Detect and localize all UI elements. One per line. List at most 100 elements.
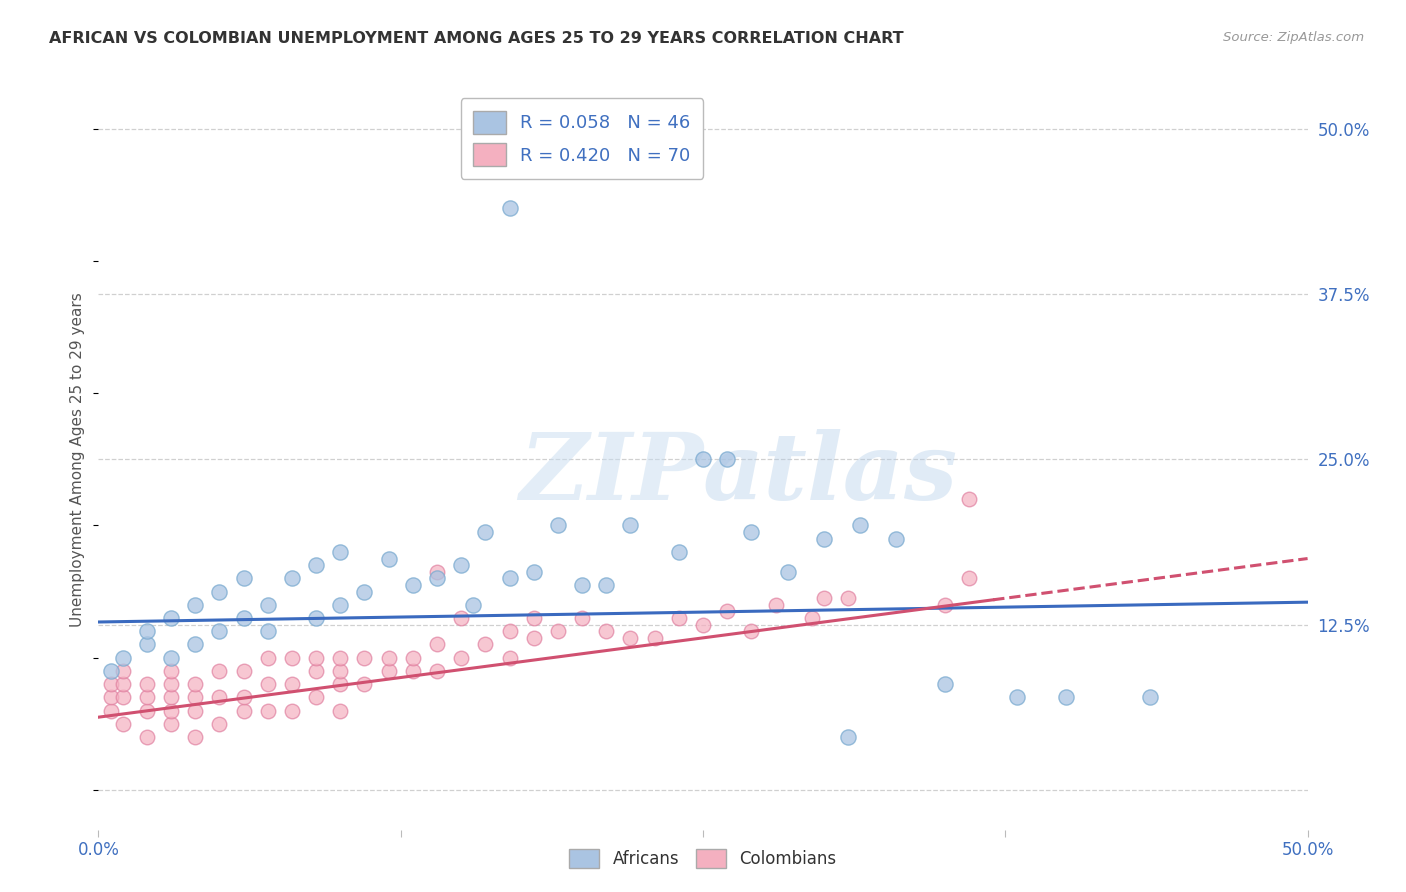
Point xyxy=(305,558,328,573)
Point xyxy=(740,624,762,639)
Point xyxy=(571,611,593,625)
Point xyxy=(353,677,375,691)
Point xyxy=(498,650,520,665)
Point xyxy=(111,650,134,665)
Point xyxy=(498,571,520,585)
Point xyxy=(450,611,472,625)
Point xyxy=(934,598,956,612)
Point xyxy=(184,637,207,651)
Point xyxy=(232,704,254,718)
Point xyxy=(256,704,278,718)
Point xyxy=(256,624,278,639)
Point xyxy=(329,704,352,718)
Point xyxy=(957,571,980,585)
Point xyxy=(232,664,254,678)
Point xyxy=(619,631,641,645)
Point xyxy=(160,611,183,625)
Point xyxy=(281,677,304,691)
Point xyxy=(100,690,122,705)
Point xyxy=(160,704,183,718)
Point xyxy=(1054,690,1077,705)
Point xyxy=(377,650,399,665)
Point xyxy=(547,518,569,533)
Point xyxy=(668,545,690,559)
Point xyxy=(474,637,496,651)
Point xyxy=(377,551,399,566)
Point xyxy=(886,532,908,546)
Point xyxy=(353,650,375,665)
Point xyxy=(329,677,352,691)
Point xyxy=(426,565,449,579)
Point xyxy=(160,716,183,731)
Point xyxy=(184,704,207,718)
Point xyxy=(208,584,231,599)
Point xyxy=(281,704,304,718)
Point xyxy=(402,578,425,592)
Point xyxy=(571,578,593,592)
Point xyxy=(498,624,520,639)
Point xyxy=(100,704,122,718)
Legend: Africans, Colombians: Africans, Colombians xyxy=(562,843,844,875)
Point xyxy=(135,677,157,691)
Point xyxy=(111,716,134,731)
Point xyxy=(232,571,254,585)
Text: atlas: atlas xyxy=(703,429,959,519)
Point xyxy=(934,677,956,691)
Point xyxy=(208,690,231,705)
Point xyxy=(208,716,231,731)
Point xyxy=(692,617,714,632)
Point xyxy=(837,591,859,606)
Point xyxy=(716,604,738,618)
Point xyxy=(523,611,546,625)
Point xyxy=(474,525,496,540)
Point xyxy=(849,518,872,533)
Point xyxy=(498,201,520,215)
Point xyxy=(523,631,546,645)
Y-axis label: Unemployment Among Ages 25 to 29 years: Unemployment Among Ages 25 to 29 years xyxy=(70,292,86,627)
Point xyxy=(232,611,254,625)
Point xyxy=(100,677,122,691)
Point xyxy=(523,565,546,579)
Point xyxy=(160,650,183,665)
Point xyxy=(619,518,641,533)
Point xyxy=(740,525,762,540)
Point xyxy=(800,611,823,625)
Point xyxy=(692,452,714,467)
Point xyxy=(305,611,328,625)
Point xyxy=(716,452,738,467)
Point xyxy=(329,664,352,678)
Point xyxy=(426,664,449,678)
Point xyxy=(426,571,449,585)
Point xyxy=(776,565,799,579)
Text: AFRICAN VS COLOMBIAN UNEMPLOYMENT AMONG AGES 25 TO 29 YEARS CORRELATION CHART: AFRICAN VS COLOMBIAN UNEMPLOYMENT AMONG … xyxy=(49,31,904,46)
Point xyxy=(595,624,617,639)
Point xyxy=(160,664,183,678)
Point xyxy=(353,584,375,599)
Point xyxy=(111,690,134,705)
Point xyxy=(184,598,207,612)
Point xyxy=(450,558,472,573)
Point xyxy=(644,631,666,645)
Point xyxy=(463,598,485,612)
Point xyxy=(450,650,472,665)
Point xyxy=(402,650,425,665)
Point xyxy=(256,598,278,612)
Point xyxy=(765,598,787,612)
Point xyxy=(184,730,207,744)
Point xyxy=(837,730,859,744)
Point xyxy=(426,637,449,651)
Point xyxy=(547,624,569,639)
Legend: R = 0.058   N = 46, R = 0.420   N = 70: R = 0.058 N = 46, R = 0.420 N = 70 xyxy=(461,98,703,179)
Point xyxy=(1139,690,1161,705)
Point xyxy=(305,690,328,705)
Point xyxy=(329,650,352,665)
Point xyxy=(135,637,157,651)
Point xyxy=(111,677,134,691)
Point xyxy=(135,704,157,718)
Point xyxy=(111,664,134,678)
Point xyxy=(305,664,328,678)
Point xyxy=(305,650,328,665)
Point xyxy=(232,690,254,705)
Point xyxy=(813,532,835,546)
Point xyxy=(135,690,157,705)
